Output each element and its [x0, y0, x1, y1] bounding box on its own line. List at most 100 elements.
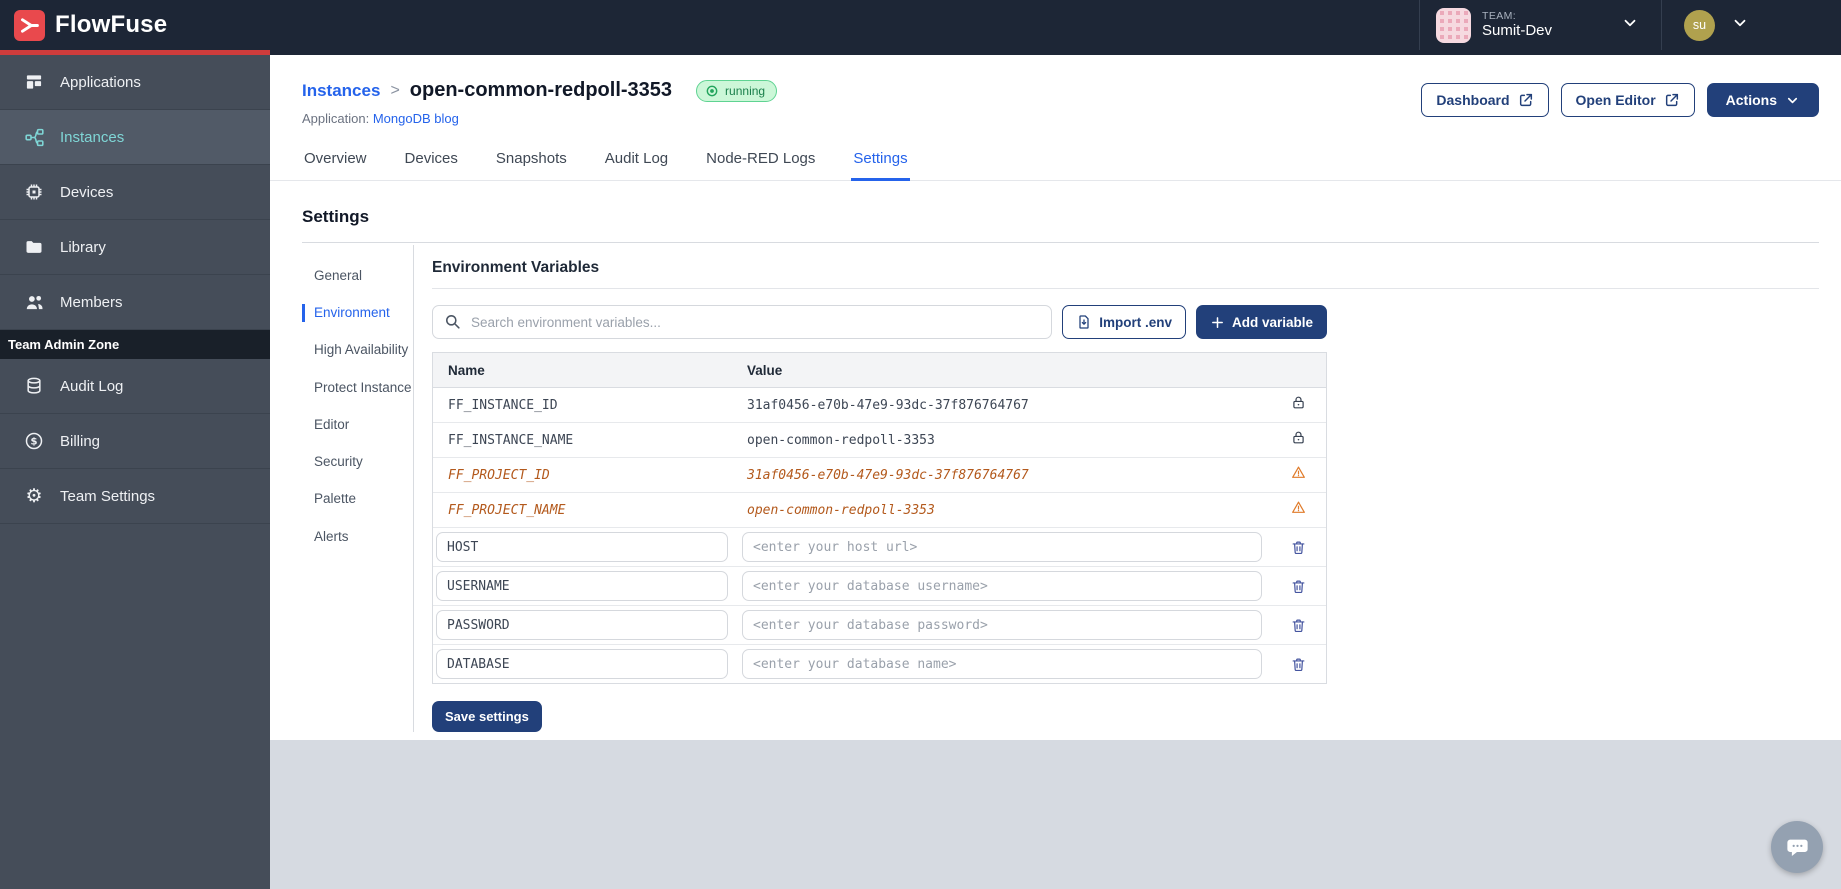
table-header-row: Name Value — [433, 353, 1326, 388]
sidebar-item-audit-log[interactable]: Audit Log — [0, 359, 270, 414]
actions-button[interactable]: Actions — [1706, 83, 1819, 117]
settings-nav-general[interactable]: General — [314, 268, 363, 283]
chevron-down-icon — [1787, 97, 1798, 103]
trash-icon — [1292, 541, 1304, 554]
env-var-name: FF_INSTANCE_NAME — [448, 432, 574, 448]
env-var-name-input[interactable] — [436, 532, 728, 562]
tab-devices[interactable]: Devices — [404, 150, 458, 167]
delete-variable-button[interactable] — [1288, 615, 1309, 636]
sidebar-item-devices[interactable]: Devices — [0, 165, 270, 220]
tab-snapshots[interactable]: Snapshots — [495, 150, 567, 167]
external-link-icon — [1519, 93, 1532, 107]
user-menu[interactable]: su — [1661, 0, 1841, 50]
trash-icon — [1292, 580, 1304, 593]
env-var-name-input[interactable] — [436, 571, 728, 601]
lock-icon — [1290, 394, 1307, 416]
team-admin-zone-header: Team Admin Zone — [0, 330, 270, 359]
settings-nav-editor[interactable]: Editor — [314, 416, 350, 432]
warning-icon — [1290, 464, 1307, 486]
dashboard-button[interactable]: Dashboard — [1421, 83, 1549, 117]
add-variable-label: Add variable — [1231, 314, 1313, 330]
team-label: TEAM: — [1482, 10, 1517, 23]
chat-launcher-button[interactable] — [1771, 821, 1823, 873]
status-badge: running — [696, 79, 778, 102]
trash-icon — [1292, 619, 1304, 632]
env-variables-heading: Environment Variables — [432, 259, 1819, 289]
env-var-value: 31af0456-e70b-47e9-93dc-37f876764767 — [747, 467, 1029, 483]
application-link[interactable]: MongoDB blog — [372, 111, 459, 126]
chip-icon — [23, 181, 45, 203]
delete-variable-button[interactable] — [1288, 576, 1309, 597]
breadcrumb-instances-link[interactable]: Instances — [302, 80, 381, 100]
chevron-down-icon — [1731, 14, 1749, 37]
tab-audit-log[interactable]: Audit Log — [604, 150, 669, 167]
team-avatar — [1436, 7, 1471, 43]
sidebar-item-applications[interactable]: Applications — [0, 55, 270, 110]
sidebar-item-library[interactable]: Library — [0, 220, 270, 275]
dashboard-button-label: Dashboard — [1436, 92, 1510, 108]
main-panel: Instances > open-common-redpoll-3353 run… — [270, 55, 1841, 740]
team-name: Sumit-Dev — [1482, 22, 1553, 40]
import-env-button[interactable]: Import .env — [1062, 305, 1186, 339]
env-var-value-input[interactable] — [742, 571, 1262, 601]
save-settings-button[interactable]: Save settings — [432, 701, 542, 732]
team-selector[interactable]: TEAM: Sumit-Dev — [1419, 0, 1661, 50]
settings-nav-security[interactable]: Security — [314, 454, 363, 470]
page-footer — [270, 740, 1841, 889]
file-download-icon — [1079, 315, 1089, 329]
plus-icon — [1212, 316, 1223, 328]
add-variable-button[interactable]: Add variable — [1195, 305, 1327, 339]
table-row-editable — [433, 528, 1326, 567]
tab-node-red-logs[interactable]: Node-RED Logs — [706, 150, 816, 167]
search-input[interactable] — [432, 305, 1053, 339]
settings-nav-palette[interactable]: Palette — [314, 491, 357, 507]
breadcrumb: Instances > open-common-redpoll-3353 run… — [302, 79, 778, 102]
application-line: Application: MongoDB blog — [302, 111, 777, 126]
breadcrumb-separator: > — [390, 81, 400, 99]
dollar-circle-icon: $ — [23, 430, 45, 452]
trash-icon — [1292, 658, 1304, 671]
env-var-value: open-common-redpoll-3353 — [747, 432, 935, 448]
table-row-editable — [433, 567, 1326, 606]
folder-icon — [23, 236, 45, 258]
top-bar: FlowFuse TEAM: Sumit-Dev su — [0, 0, 1841, 50]
sidebar-item-label: Members — [60, 293, 123, 311]
env-var-name-input[interactable] — [436, 649, 728, 679]
tab-settings[interactable]: Settings — [851, 142, 910, 181]
table-row: FF_INSTANCE_NAME open-common-redpoll-335… — [433, 423, 1326, 458]
delete-variable-button[interactable] — [1288, 537, 1309, 558]
application-label: Application: — [302, 111, 370, 126]
sidebar-item-team-settings[interactable]: ⚙ Team Settings — [0, 469, 270, 524]
table-row-editable — [433, 606, 1326, 645]
database-icon — [23, 375, 45, 397]
env-var-name: FF_PROJECT_NAME — [448, 502, 566, 518]
instances-icon — [23, 126, 45, 148]
applications-icon — [23, 71, 45, 93]
search-icon — [446, 315, 460, 329]
env-var-name-input[interactable] — [436, 610, 728, 640]
tab-overview[interactable]: Overview — [304, 150, 367, 167]
instance-name: open-common-redpoll-3353 — [409, 79, 673, 101]
env-var-value: open-common-redpoll-3353 — [747, 502, 935, 518]
env-var-name: FF_INSTANCE_ID — [448, 397, 558, 413]
env-var-value-input[interactable] — [742, 610, 1262, 640]
settings-nav-high-availability[interactable]: High Availability — [314, 342, 409, 358]
column-header-name: Name — [448, 362, 485, 378]
sidebar-item-members[interactable]: Members — [0, 275, 270, 330]
flowfuse-logo-icon — [14, 9, 45, 41]
sidebar-item-billing[interactable]: $ Billing — [0, 414, 270, 469]
settings-nav-protect-instance[interactable]: Protect Instance — [314, 379, 412, 395]
env-var-value-input[interactable] — [742, 649, 1262, 679]
open-editor-button[interactable]: Open Editor — [1560, 83, 1695, 117]
table-row-editable — [433, 645, 1326, 683]
sidebar-item-label: Billing — [60, 432, 101, 450]
env-var-value-input[interactable] — [742, 532, 1262, 562]
brand-home-link[interactable]: FlowFuse — [14, 9, 167, 41]
warning-icon — [1290, 499, 1307, 521]
sidebar-item-instances[interactable]: Instances — [0, 110, 270, 165]
settings-nav-alerts[interactable]: Alerts — [314, 528, 349, 544]
sidebar-item-label: Library — [60, 238, 106, 256]
delete-variable-button[interactable] — [1288, 654, 1309, 675]
settings-nav-environment[interactable]: Environment — [302, 304, 413, 323]
sidebar-item-label: Devices — [60, 183, 114, 201]
